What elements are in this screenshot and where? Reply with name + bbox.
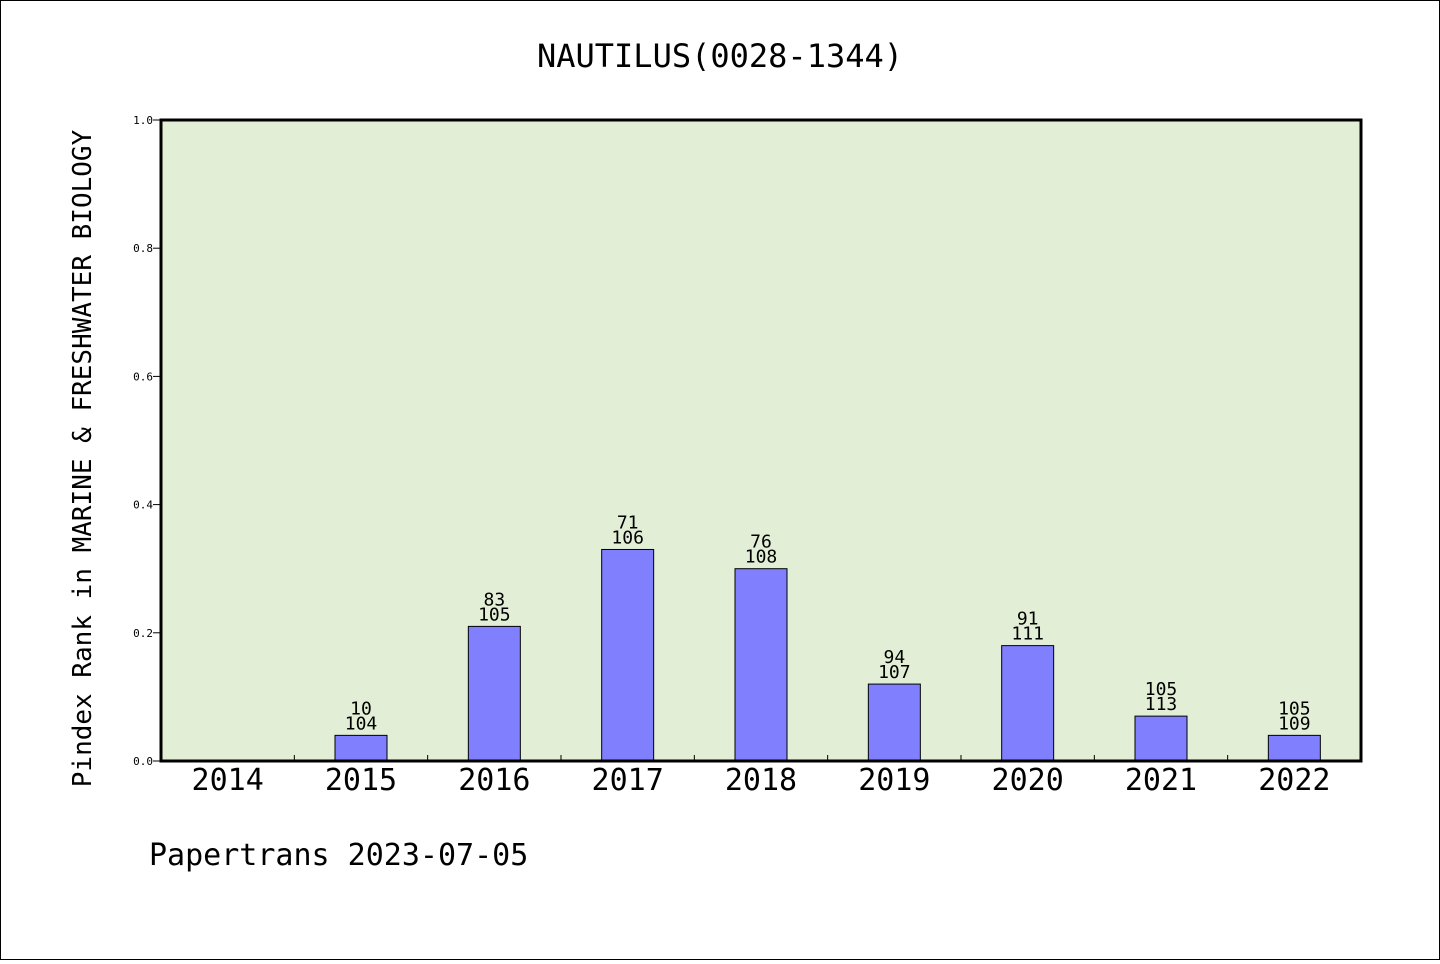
- x-tick-label-2019: 2019: [858, 763, 930, 798]
- x-tick-label-2020: 2020: [992, 763, 1064, 798]
- y-tick-label: 1.0: [133, 114, 153, 127]
- total-label-2022: 109: [1278, 713, 1311, 734]
- rank-label-2022: 105: [1278, 698, 1311, 719]
- chart-title: NAUTILUS(0028-1344): [537, 37, 903, 75]
- bar-2015: [334, 734, 388, 762]
- rank-label-2021: 105: [1145, 679, 1178, 700]
- rank-label-2020: 91: [1017, 609, 1039, 630]
- x-tick-label-2017: 2017: [592, 763, 664, 798]
- bar-2016: [467, 625, 521, 762]
- total-label-2018: 108: [745, 547, 778, 568]
- total-label-2020: 111: [1011, 624, 1044, 645]
- y-axis-label: Pindex Rank in MARINE & FRESHWATER BIOLO…: [68, 129, 98, 787]
- x-tick-label-2022: 2022: [1258, 763, 1330, 798]
- x-tick-label-2014: 2014: [192, 763, 264, 798]
- total-label-2021: 113: [1145, 694, 1178, 715]
- total-label-2015: 104: [345, 713, 378, 734]
- bar-2020: [1001, 645, 1055, 762]
- rank-label-2015: 10: [350, 698, 372, 719]
- x-tick-label-2015: 2015: [325, 763, 397, 798]
- y-tick-label: 0.0: [133, 755, 153, 768]
- rank-label-2019: 94: [883, 647, 905, 668]
- x-tick-label-2021: 2021: [1125, 763, 1197, 798]
- total-label-2019: 107: [878, 662, 911, 683]
- bar-2018: [734, 568, 788, 762]
- x-tick-label-2018: 2018: [725, 763, 797, 798]
- total-label-2016: 105: [478, 604, 511, 625]
- total-label-2017: 106: [611, 527, 644, 548]
- y-tick-label: 0.4: [133, 499, 153, 512]
- y-axis: 0.0 0.2 0.4 0.6 0.8 1.0: [133, 114, 161, 768]
- bar-2022: [1267, 734, 1321, 762]
- y-tick-label: 0.2: [133, 627, 153, 640]
- y-tick-label: 0.8: [133, 242, 153, 255]
- rank-label-2018: 76: [750, 532, 772, 553]
- y-tick-label: 0.6: [133, 370, 153, 383]
- bar-2017: [601, 548, 655, 762]
- rank-label-2016: 83: [483, 589, 505, 610]
- bar-2019: [867, 683, 921, 762]
- plot-border: [159, 118, 1363, 763]
- rank-label-2017: 71: [617, 512, 639, 533]
- x-axis: 2014 2015 2016 2017 2018 2019 2020 2021 2022: [192, 755, 1330, 798]
- footer-credit: Papertrans 2023-07-05: [149, 838, 528, 873]
- bar-2021: [1134, 715, 1188, 762]
- x-tick-label-2016: 2016: [458, 763, 530, 798]
